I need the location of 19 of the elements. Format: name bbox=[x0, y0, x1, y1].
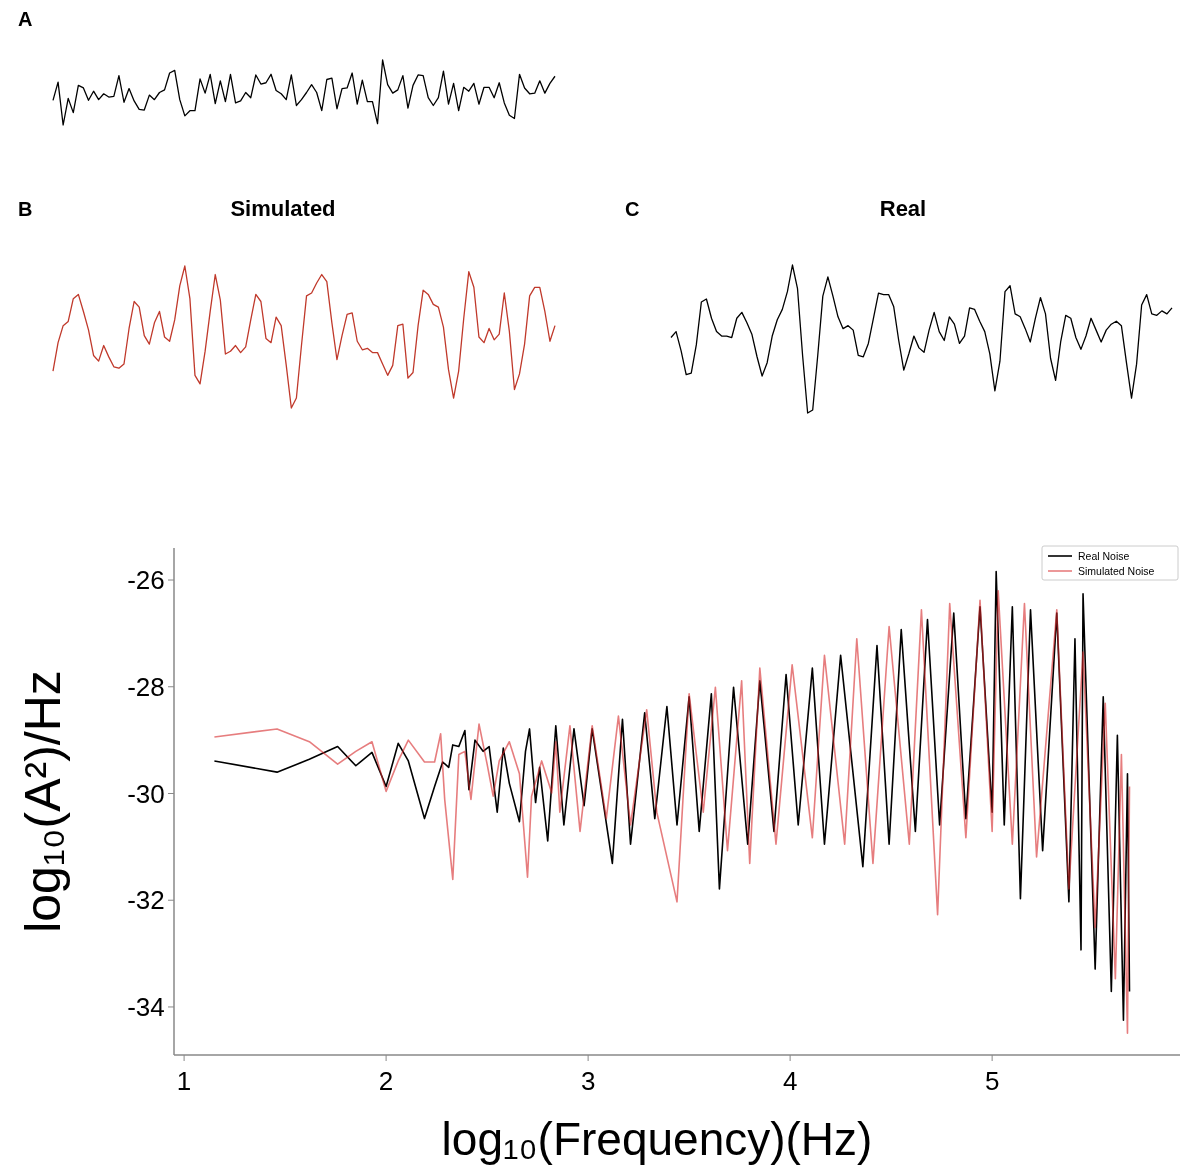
text: C bbox=[625, 198, 640, 220]
chart-title: Real bbox=[879, 196, 927, 221]
y-tick-label: -26 bbox=[127, 565, 165, 596]
x-tick-label: 3 bbox=[580, 1066, 596, 1096]
y-tick-label: -32 bbox=[127, 885, 165, 916]
text: A bbox=[18, 8, 33, 30]
chart-title: Simulated bbox=[230, 196, 336, 221]
text: B bbox=[18, 198, 33, 220]
y-axis-title: log₁₀(A²)/Hz bbox=[15, 670, 71, 933]
y-tick-label: -30 bbox=[127, 778, 165, 809]
x-axis-title: log₁₀(Frequency)(Hz) bbox=[441, 1113, 873, 1165]
y-tick-label: -34 bbox=[127, 992, 165, 1023]
y-tick-label: -28 bbox=[127, 671, 165, 702]
x-tick-label: 4 bbox=[782, 1066, 798, 1096]
x-tick-label: 5 bbox=[984, 1066, 1000, 1096]
legend-label: Real Noise bbox=[1078, 550, 1130, 562]
x-tick-label: 1 bbox=[176, 1066, 192, 1096]
legend-label: Simulated Noise bbox=[1078, 565, 1155, 577]
x-tick-label: 2 bbox=[378, 1066, 394, 1096]
